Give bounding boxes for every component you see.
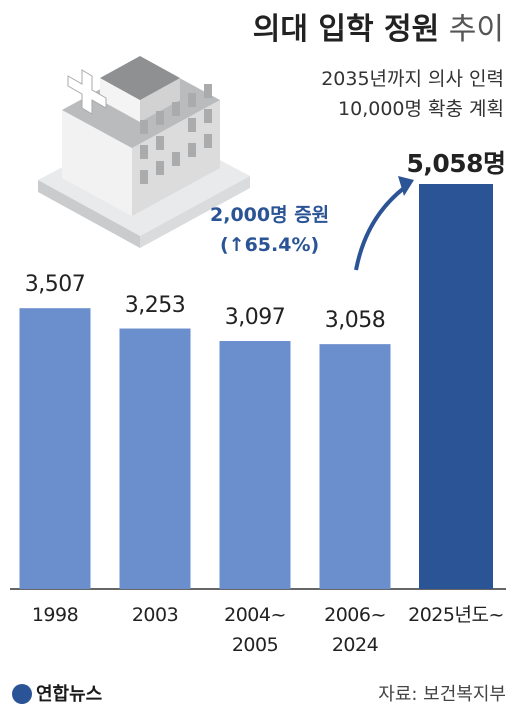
source: 자료: 보건복지부 — [378, 684, 506, 705]
title-suffix: 추이 — [448, 12, 504, 47]
arrow-head — [398, 176, 414, 196]
x-tick-label: 2006~ 2024 — [324, 604, 386, 656]
title-block: 의대 입학 정원 추이 — [253, 4, 504, 48]
bar — [319, 344, 391, 589]
logo-mark — [12, 684, 32, 704]
x-tick-label: 1998 — [31, 604, 79, 626]
x-tick-label: 2004~ 2005 — [224, 604, 286, 656]
bar — [419, 184, 493, 589]
bar — [119, 328, 191, 589]
arrow — [354, 186, 406, 271]
value-label: 3,253 — [124, 292, 186, 318]
value-label: 3,507 — [24, 272, 86, 298]
value-label: 5,058명 — [406, 149, 506, 178]
hospital-icon — [38, 56, 250, 248]
annotation: 2,000명 증원 (↑65.4%) — [210, 204, 330, 256]
logo: 연합뉴스 — [36, 684, 103, 705]
subtitle: 2035년까지 의사 인력 10,000명 확충 계획 — [321, 68, 504, 120]
bar — [19, 308, 91, 589]
x-tick-label: 2025년도~ — [408, 604, 504, 626]
value-label: 3,097 — [224, 305, 286, 331]
value-label: 3,058 — [324, 308, 386, 334]
chart-title: 의대 입학 정원 — [252, 12, 440, 47]
bar — [219, 341, 291, 589]
x-tick-label: 2003 — [131, 604, 179, 626]
